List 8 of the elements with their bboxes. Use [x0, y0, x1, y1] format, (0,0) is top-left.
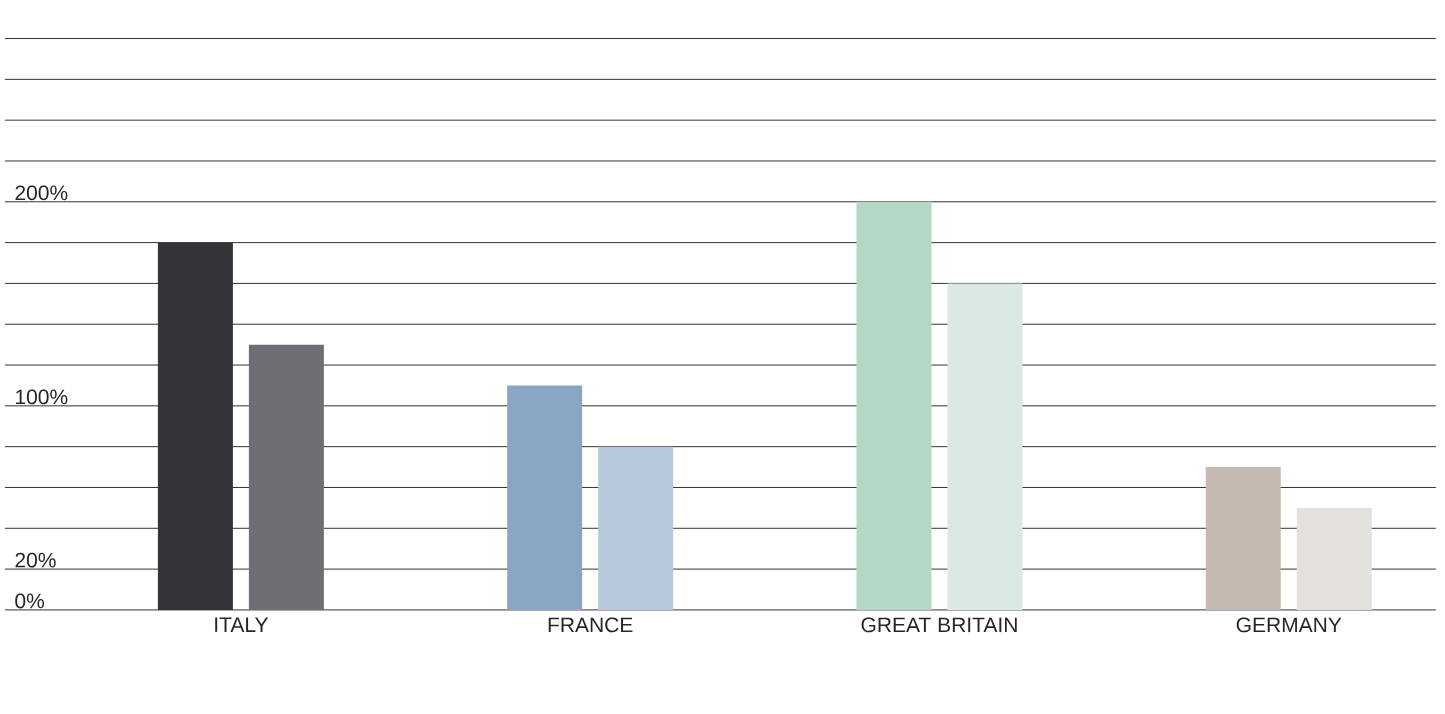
y-tick-label: 0% [15, 593, 45, 609]
x-tick-label: GREAT BRITAIN [861, 617, 1017, 633]
x-tick-label: FRANCE [548, 617, 633, 633]
y-tick-label: 20% [15, 552, 56, 568]
y-tick-label: 200% [15, 185, 68, 201]
x-tick-label: GERMANY [1236, 617, 1342, 633]
y-tick-label: 100% [16, 389, 68, 405]
x-tick-label: ITALY [215, 617, 269, 632]
